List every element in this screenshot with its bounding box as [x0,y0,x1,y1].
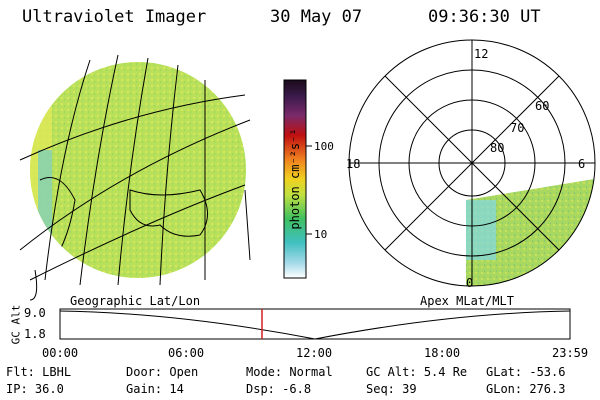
left-panel-caption: Geographic Lat/Lon [70,294,201,308]
altitude-axis-label: GC Alt [9,304,23,345]
colorbar-tick-10: 10 [314,228,327,241]
mlt-label-18: 18 [346,157,360,171]
footer-gain: Gain: 14 [126,382,184,396]
x-tick-0600: 06:00 [168,346,205,360]
x-tick-2359: 23:59 [552,346,589,360]
colorbar-tick-100: 100 [314,140,334,153]
footer-gc-alt: GC Alt: 5.4 Re [366,365,468,379]
footer-glat: GLat: -53.6 [486,365,566,379]
mlt-label-0: 0 [466,276,473,290]
instrument-title: Ultraviolet Imager [22,7,207,27]
footer-dsp: Dsp: -6.8 [246,382,312,396]
altitude-tick-9: 9.0 [24,306,46,320]
lat-label-70: 70 [510,121,524,135]
graticule [19,54,251,286]
footer-flt: Flt: LBHL [6,365,72,379]
altitude-strip [59,308,571,340]
footer-seq: Seq: 39 [366,382,417,396]
x-tick-1200: 12:00 [296,346,333,360]
lat-label-80: 80 [490,141,504,155]
lat-label-60: 60 [535,99,549,113]
footer-glon: GLon: 276.3 [486,382,566,396]
uv-disk [30,62,246,278]
mlt-label-6: 6 [578,157,585,171]
x-tick-0000: 00:00 [42,346,79,360]
observation-date: 30 May 07 [270,7,363,27]
altitude-tick-1-8: 1.8 [24,327,46,341]
footer-door: Door: Open [126,365,199,379]
mlt-label-12: 12 [474,47,488,61]
observation-time: 09:36:30 UT [428,7,541,27]
altitude-curve [59,310,571,340]
colorbar: 100 10 [283,79,334,279]
right-panel-caption: Apex MLat/MLT [420,294,514,308]
footer-mode: Mode: Normal [246,365,333,379]
footer-ip: IP: 36.0 [6,382,64,396]
x-tick-1800: 18:00 [424,346,461,360]
